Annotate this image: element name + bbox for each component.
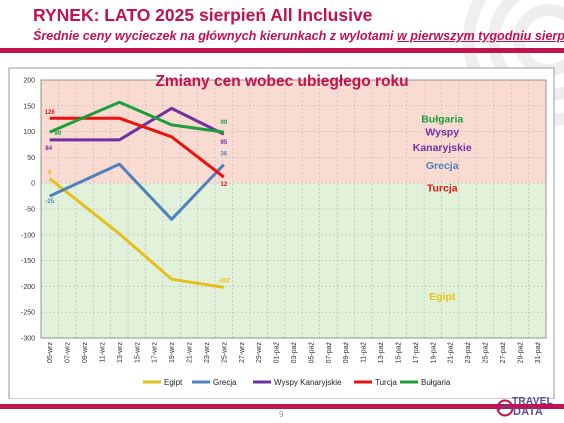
legend-label: Turcja <box>375 378 397 387</box>
data-label: 36 <box>221 152 228 158</box>
series-annotation: Grecja <box>426 160 459 172</box>
x-tick-label: 11-paź <box>361 342 368 363</box>
x-tick-label: 25-paź <box>483 342 490 364</box>
x-tick-label: 11-wrz <box>99 342 106 363</box>
series-annotation: Wyspy <box>425 127 459 139</box>
x-tick-label: 05-paź <box>308 342 315 364</box>
legend: Egipt Grecja Wyspy Kanaryjskie Turcja Bułgar… <box>143 378 451 387</box>
x-tick-label: 29-wrz <box>256 342 263 364</box>
x-tick-label: 27-wrz <box>239 342 246 364</box>
logo-line1: TRAVEL <box>512 396 554 407</box>
y-tick-label: 100 <box>23 129 35 136</box>
x-tick-label: 13-paź <box>378 342 385 364</box>
legend-label: Grecja <box>213 378 237 387</box>
y-tick-label: -250 <box>21 310 35 317</box>
y-tick-label: -100 <box>21 232 35 239</box>
series-bułgaria: 99 99 <box>49 100 228 137</box>
logo-line2: DATA <box>513 406 544 418</box>
chart-title: Zmiany cen wobec ubiegłego roku <box>155 73 408 90</box>
page-title: RYNEK: LATO 2025 sierpień All Inclusive <box>33 5 373 25</box>
x-tick-label: 29-paź <box>517 342 524 364</box>
logo-globe-icon <box>496 399 514 417</box>
bottom-accent-bar <box>0 404 564 409</box>
x-tick-label: 13-wrz <box>117 342 124 364</box>
legend-label: Egipt <box>164 378 183 387</box>
data-label: 12 <box>221 182 228 188</box>
data-label: -202 <box>218 278 231 284</box>
x-tick-label: 23-wrz <box>204 342 211 364</box>
page-subtitle: Średnie ceny wycieczek na głównych kieru… <box>33 29 564 43</box>
x-tick-label: 01-paź <box>274 342 281 364</box>
x-tick-label: 25-wrz <box>221 342 228 364</box>
top-accent-bar <box>0 48 564 53</box>
series-grecja: -25 36 <box>45 152 228 221</box>
series-egipt: 9 -202 <box>48 171 231 289</box>
series-annotation: Egipt <box>429 291 456 303</box>
x-tick-label: 23-paź <box>465 342 472 364</box>
x-tick-label: 17-wrz <box>152 342 159 364</box>
subtitle-underlined: w pierwszym tygodniu sierpnia <box>396 29 564 43</box>
series-annotation: Kanaryjskie <box>413 142 472 154</box>
series-line <box>49 162 225 221</box>
x-tick-label: 19-paź <box>430 342 437 364</box>
x-tick-label: 05-wrz <box>47 342 54 364</box>
y-tick-label: -150 <box>21 258 35 265</box>
x-tick-label: 27-paź <box>500 342 507 364</box>
x-tick-label: 07-paź <box>326 342 333 364</box>
x-tick-label: 21-paź <box>448 342 455 364</box>
x-tick-label: 09-paź <box>343 342 350 364</box>
legend-label: Wyspy Kanaryjskie <box>274 378 342 387</box>
x-tick-label: 15-paź <box>395 342 402 364</box>
data-label: 9 <box>48 171 52 177</box>
series-line <box>49 106 225 142</box>
series-annotation: Turcja <box>427 182 458 194</box>
series-line <box>49 100 225 134</box>
data-label: 99 <box>221 120 228 126</box>
legend-label: Bułgaria <box>421 378 451 387</box>
y-tick-label: -50 <box>25 207 35 214</box>
page-number: 9 <box>279 410 284 419</box>
x-tick-label: 15-wrz <box>134 342 141 364</box>
plot-border <box>40 79 547 339</box>
y-tick-label: 0 <box>31 181 35 188</box>
y-tick-label: -200 <box>21 284 35 291</box>
data-label: 99 <box>54 131 61 137</box>
series-wyspy-kanaryjskie: 84 95 <box>45 106 228 152</box>
x-tick-label: 03-paź <box>291 342 298 364</box>
y-tick-label: 150 <box>23 103 35 110</box>
data-label: 126 <box>45 110 56 116</box>
y-tick-label: 200 <box>23 78 35 85</box>
series-line <box>48 177 225 289</box>
price-change-chart: 200 150 100 50 0 -50 -100 -150 -200 -250 -300 05-wr… <box>8 67 555 399</box>
travel-data-logo: TRAVEL DATA <box>496 396 562 421</box>
x-tick-label: 07-wrz <box>65 342 72 364</box>
data-label: 95 <box>221 140 228 146</box>
x-tick-label: 19-wrz <box>169 342 176 364</box>
x-tick-label: 31-paź <box>535 342 542 364</box>
x-tick-label: 17-paź <box>413 342 420 364</box>
x-tick-label: 09-wrz <box>82 342 89 364</box>
x-tick-label: 21-wrz <box>187 342 194 364</box>
series-annotation: Bułgaria <box>421 113 463 125</box>
data-label: 84 <box>45 146 52 152</box>
y-tick-label: 50 <box>27 155 35 162</box>
data-label: -25 <box>45 199 54 205</box>
y-tick-label: -300 <box>21 336 35 343</box>
subtitle-text: Średnie ceny wycieczek na głównych kieru… <box>33 29 397 43</box>
